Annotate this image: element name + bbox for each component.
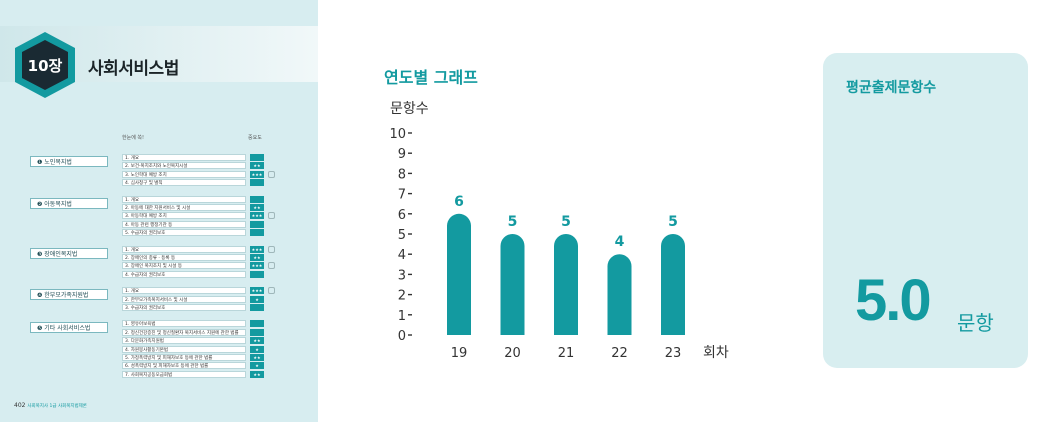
bar-23 — [661, 234, 685, 335]
x-tick-label: 22 — [611, 346, 628, 361]
outline-section: ❹ 한부모가족지원법 — [30, 289, 108, 301]
importance-badge: ★★★ — [250, 212, 264, 220]
key-point-icon — [268, 262, 275, 270]
y-tick-label: 7 — [398, 188, 406, 203]
importance-badge — [250, 220, 264, 228]
outline-row: 5. 가정폭력방지 및 피해자보호 등에 관한 법률 — [122, 354, 246, 361]
y-tick-label: 6 — [398, 208, 406, 223]
outline-row: 3. 아동학대 예방 조치 — [122, 212, 246, 220]
outline-row: 1. 개요 — [122, 154, 246, 161]
y-tick-label: 10 — [389, 127, 406, 142]
footer-text: 사회복지사 1급 사회복지법제론 — [27, 404, 87, 409]
key-point-icon — [268, 212, 275, 220]
y-tick-label: 2 — [398, 289, 406, 304]
outline-row: 2. 정신건강증진 및 정신질환자 복지서비스 지원에 관한 법률 — [122, 328, 246, 336]
importance-badge: ★★ — [250, 254, 264, 261]
outline-row: 5. 수급자의 권리보호 — [122, 229, 246, 237]
importance-badge — [250, 304, 264, 311]
summary-title: 평균출제문항수 — [846, 80, 937, 96]
y-tick-label: 5 — [398, 228, 406, 243]
x-tick-label: 20 — [504, 346, 521, 361]
outline-section: ❶ 노인복지법 — [30, 156, 108, 167]
y-axis-label: 문항수 — [390, 101, 429, 117]
bar-20 — [500, 234, 525, 335]
outline-row: 3. 다문화가족지원법 — [122, 337, 246, 345]
outline-row: 1. 개요 — [122, 287, 246, 295]
y-tick-label: 8 — [398, 167, 406, 182]
outline-header-importance: 중요도 — [248, 135, 262, 141]
outline-row: 4. 아동 관련 행정기관 등 — [122, 220, 246, 228]
outline-section: ❺ 기타 사회서비스법 — [30, 322, 108, 334]
importance-badge: ★★ — [250, 204, 264, 211]
outline-row: 3. 수급자의 권리보호 — [122, 304, 246, 311]
importance-badge: ★ — [250, 362, 264, 370]
outline-row: 1. 개요 — [122, 195, 246, 203]
chapter-badge-icon: 10장 — [15, 32, 75, 98]
outline-header-content: 한눈에 쏙! — [122, 135, 144, 141]
summary-card: 평균출제문항수 5.0 문항 — [823, 53, 1028, 368]
chart-title: 연도별 그래프 — [384, 68, 478, 87]
data-label: 5 — [561, 214, 571, 230]
outline-row: 3. 장애인 복지조치 및 시설 등 — [122, 262, 246, 270]
outline-row: 7. 사회복지공동모금회법 — [122, 370, 246, 378]
outline-row: 3. 노인학대 예방 조치 — [122, 170, 246, 178]
x-tick-label: 19 — [451, 346, 468, 361]
importance-badge — [250, 270, 264, 278]
data-label: 6 — [454, 194, 464, 210]
chapter-title: 사회서비스법 — [88, 59, 179, 79]
x-axis-label: 회차 — [703, 345, 729, 361]
y-tick-label: 9 — [398, 147, 406, 162]
outline-section: ❷ 아동복지법 — [30, 197, 108, 209]
x-tick-label: 23 — [665, 346, 682, 361]
outline-row: 4. 자원봉사활동기본법 — [122, 345, 246, 353]
x-tick-label: 21 — [558, 346, 575, 361]
importance-badge — [250, 179, 264, 187]
key-point-icon — [268, 287, 275, 295]
outline-row: 1. 영유아보육법 — [122, 320, 246, 328]
importance-badge: ★★ — [250, 354, 264, 361]
outline-row: 2. 아동에 대한 지원서비스 및 시설 — [122, 204, 246, 211]
y-tick-label: 3 — [398, 268, 406, 283]
data-label: 5 — [668, 214, 678, 230]
key-point-icon — [268, 245, 275, 253]
data-label: 5 — [508, 214, 518, 230]
outline-row: 2. 한부모가족복지서비스 및 시설 — [122, 295, 246, 303]
summary-value: 5.0 — [855, 268, 932, 333]
importance-badge: ★★ — [250, 162, 264, 170]
importance-badge: ★★★ — [250, 170, 264, 178]
importance-badge — [250, 320, 264, 328]
data-label: 4 — [615, 234, 625, 250]
importance-badge: ★★★ — [250, 287, 264, 295]
importance-badge — [250, 229, 264, 237]
importance-badge — [250, 154, 264, 161]
key-point-icon — [268, 170, 275, 178]
y-tick-label: 4 — [398, 248, 406, 263]
importance-badge — [250, 195, 264, 203]
importance-badge: ★ — [250, 345, 264, 353]
y-tick-label: 1 — [398, 309, 406, 324]
outline-row: 4. 심사청구 및 벌칙 — [122, 179, 246, 187]
summary-unit: 문항 — [957, 311, 994, 335]
outline-row: 2. 보건·복지조치와 노인복지시설 — [122, 162, 246, 170]
chapter-number: 10장 — [28, 57, 63, 75]
outline-row: 4. 수급자의 권리보호 — [122, 270, 246, 278]
importance-badge: ★ — [250, 295, 264, 303]
bar-22 — [607, 254, 632, 335]
y-tick-label: 0 — [398, 329, 406, 344]
importance-badge: ★★ — [250, 370, 264, 378]
importance-badge: ★★ — [250, 337, 264, 345]
page-number: 402 — [14, 402, 26, 409]
outline-row: 1. 개요 — [122, 245, 246, 253]
chapter-thumbnail: 10장 사회서비스법 한눈에 쏙! 중요도 ❶ 노인복지법 1. 개요 2. 보건·… — [0, 0, 318, 422]
bar-21 — [554, 234, 578, 335]
importance-badge: ★★★ — [250, 245, 264, 253]
outline-row: 6. 성폭력방지 및 피해자보호 등에 관한 법률 — [122, 362, 246, 370]
outline-row: 2. 장애인의 종류 · 등록 등 — [122, 254, 246, 261]
importance-badge: ★★★ — [250, 262, 264, 270]
page-footer: 402 사회복지사 1급 사회복지법제론 — [14, 402, 87, 409]
outline-section: ❸ 장애인복지법 — [30, 247, 108, 259]
importance-badge — [250, 328, 264, 336]
bar-19 — [447, 213, 471, 335]
